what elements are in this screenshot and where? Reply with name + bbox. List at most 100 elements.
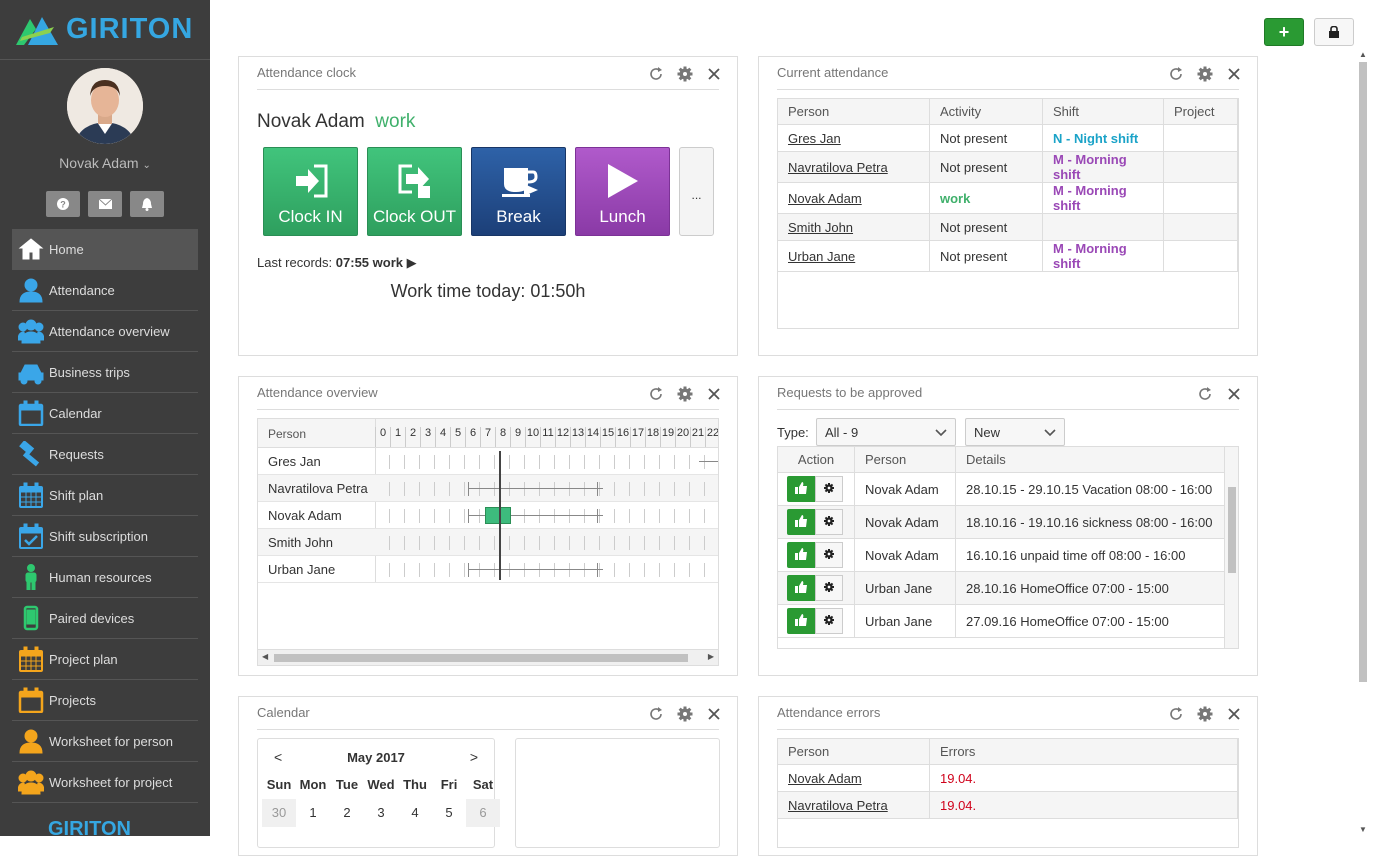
refresh-icon[interactable] xyxy=(647,705,665,723)
person-link[interactable]: Urban Jane xyxy=(777,240,930,272)
more-actions-button[interactable]: ... xyxy=(679,147,714,236)
refresh-icon[interactable] xyxy=(647,385,665,403)
calendar-day[interactable]: 6 xyxy=(466,799,500,827)
request-settings-button[interactable] xyxy=(815,476,843,502)
col-shift[interactable]: Shift xyxy=(1042,98,1164,125)
nav-item-paired-devices[interactable]: Paired devices xyxy=(12,598,198,639)
calendar-day[interactable]: 4 xyxy=(411,805,419,820)
approve-button[interactable] xyxy=(787,608,815,634)
scroll-left-icon[interactable]: ◀ xyxy=(262,652,269,661)
horizontal-scrollbar[interactable]: ◀ ▶ xyxy=(258,649,718,665)
person-link[interactable]: Novak Adam xyxy=(777,182,930,214)
refresh-icon[interactable] xyxy=(647,65,665,83)
scroll-thumb[interactable] xyxy=(1228,487,1236,573)
add-widget-button[interactable]: + xyxy=(1264,18,1304,46)
gear-icon[interactable] xyxy=(1196,65,1214,83)
person-link[interactable]: Novak Adam xyxy=(777,764,930,792)
col-person[interactable]: Person xyxy=(777,738,930,765)
nav-item-project-plan[interactable]: Project plan xyxy=(12,639,198,680)
gear-icon[interactable] xyxy=(676,705,694,723)
col-person[interactable]: Person xyxy=(268,427,307,441)
break-button[interactable]: Break xyxy=(471,147,566,236)
person-link[interactable]: Navratilova Petra xyxy=(777,151,930,183)
type-select[interactable]: All - 9 xyxy=(816,418,956,446)
col-action[interactable]: Action xyxy=(778,447,855,473)
nav-item-business-trips[interactable]: Business trips xyxy=(12,352,198,393)
person-link[interactable]: Smith John xyxy=(777,213,930,241)
close-icon[interactable] xyxy=(1225,65,1243,83)
approve-button[interactable] xyxy=(787,509,815,535)
request-settings-button[interactable] xyxy=(815,542,843,568)
nav-item-human-resources[interactable]: Human resources xyxy=(12,557,198,598)
gear-icon[interactable] xyxy=(676,65,694,83)
person-link[interactable]: Navratilova Petra xyxy=(777,791,930,819)
page-scroll-thumb[interactable] xyxy=(1359,62,1367,682)
user-menu[interactable]: Novak Adam ⌄ xyxy=(0,155,210,171)
nav-item-attendance[interactable]: Attendance xyxy=(12,270,198,311)
overview-person[interactable]: Smith John xyxy=(268,535,334,550)
clock-out-button[interactable]: Clock OUT xyxy=(367,147,462,236)
next-month-button[interactable]: > xyxy=(469,749,478,765)
refresh-icon[interactable] xyxy=(1167,705,1185,723)
col-details[interactable]: Details xyxy=(955,447,1225,473)
page-scrollbar[interactable]: ▲ ▼ xyxy=(1359,50,1368,834)
scroll-down-icon[interactable]: ▼ xyxy=(1359,825,1367,834)
calendar-day[interactable]: 5 xyxy=(445,805,453,820)
scroll-up-icon[interactable]: ▲ xyxy=(1359,50,1367,59)
close-icon[interactable] xyxy=(705,385,723,403)
col-activity[interactable]: Activity xyxy=(929,98,1043,125)
notifications-button[interactable] xyxy=(130,191,164,217)
close-icon[interactable] xyxy=(1225,385,1243,403)
overview-person[interactable]: Navratilova Petra xyxy=(268,481,368,496)
avatar[interactable] xyxy=(67,68,143,144)
close-icon[interactable] xyxy=(1225,705,1243,723)
vertical-scrollbar[interactable] xyxy=(1224,447,1238,648)
nav-item-worksheet-for-person[interactable]: Worksheet for person xyxy=(12,721,198,762)
col-errors[interactable]: Errors xyxy=(929,738,1238,765)
month-title[interactable]: May 2017 xyxy=(347,750,405,765)
calendar-day[interactable]: 2 xyxy=(343,805,351,820)
lock-button[interactable] xyxy=(1314,18,1354,46)
scroll-right-icon[interactable]: ▶ xyxy=(707,652,714,661)
status-select[interactable]: New xyxy=(965,418,1065,446)
nav-item-worksheet-for-project[interactable]: Worksheet for project xyxy=(12,762,198,803)
brand-logo[interactable]: GIRITON xyxy=(0,0,210,60)
nav-item-requests[interactable]: Requests xyxy=(12,434,198,475)
request-settings-button[interactable] xyxy=(815,575,843,601)
nav-item-home[interactable]: Home xyxy=(12,229,198,270)
clock-in-button[interactable]: Clock IN xyxy=(263,147,358,236)
calendar-day[interactable]: 1 xyxy=(309,805,317,820)
nav-item-attendance-overview[interactable]: Attendance overview xyxy=(12,311,198,352)
close-icon[interactable] xyxy=(705,705,723,723)
overview-person[interactable]: Gres Jan xyxy=(268,454,321,469)
close-icon[interactable] xyxy=(705,65,723,83)
col-person[interactable]: Person xyxy=(777,98,930,125)
error-date[interactable]: 19.04. xyxy=(929,764,1238,792)
nav-item-calendar[interactable]: Calendar xyxy=(12,393,198,434)
help-button[interactable]: ? xyxy=(46,191,80,217)
overview-person[interactable]: Novak Adam xyxy=(268,508,342,523)
col-project[interactable]: Project xyxy=(1163,98,1238,125)
calendar-day[interactable]: 3 xyxy=(377,805,385,820)
approve-button[interactable] xyxy=(787,542,815,568)
nav-item-shift-plan[interactable]: Shift plan xyxy=(12,475,198,516)
messages-button[interactable] xyxy=(88,191,122,217)
prev-month-button[interactable]: < xyxy=(274,749,283,765)
person-link[interactable]: Gres Jan xyxy=(777,124,930,152)
lunch-button[interactable]: Lunch xyxy=(575,147,670,236)
refresh-icon[interactable] xyxy=(1196,385,1214,403)
request-settings-button[interactable] xyxy=(815,509,843,535)
approve-button[interactable] xyxy=(787,575,815,601)
approve-button[interactable] xyxy=(787,476,815,502)
gear-icon[interactable] xyxy=(1196,705,1214,723)
nav-item-projects[interactable]: Projects xyxy=(12,680,198,721)
nav-item-shift-subscription[interactable]: Shift subscription xyxy=(12,516,198,557)
scroll-thumb[interactable] xyxy=(274,654,688,662)
gear-icon[interactable] xyxy=(676,385,694,403)
calendar-day[interactable]: 30 xyxy=(262,799,296,827)
error-date[interactable]: 19.04. xyxy=(929,791,1238,819)
overview-person[interactable]: Urban Jane xyxy=(268,562,336,577)
refresh-icon[interactable] xyxy=(1167,65,1185,83)
col-person[interactable]: Person xyxy=(854,447,956,473)
request-settings-button[interactable] xyxy=(815,608,843,634)
